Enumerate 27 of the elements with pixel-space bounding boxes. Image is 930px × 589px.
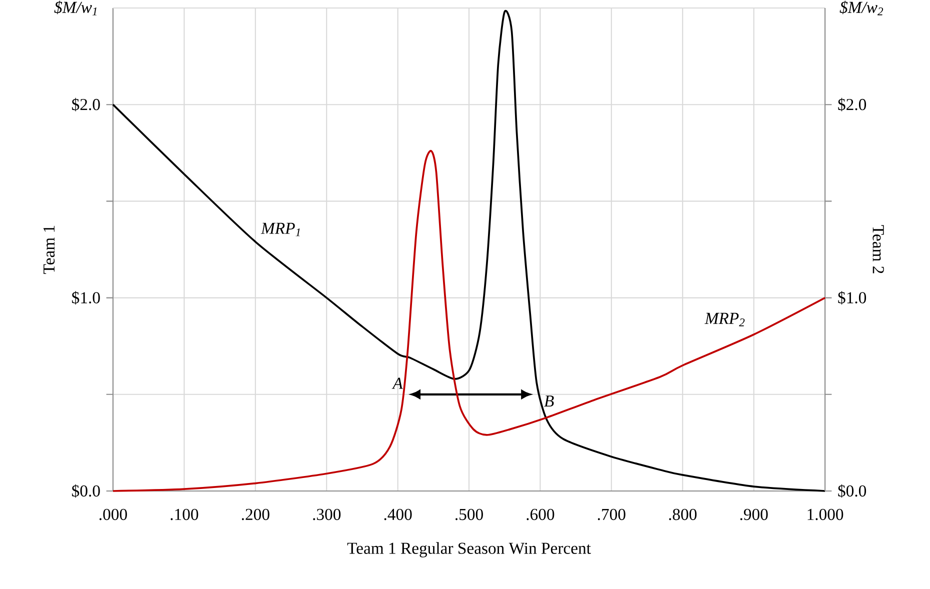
y-tick-label: $1.0 (72, 291, 100, 304)
y2-axis-title: Team 2 (872, 225, 884, 274)
x-tick-label: .800 (669, 508, 697, 520)
x-tick-label: .200 (242, 508, 270, 520)
y-tick-label: $0.0 (72, 484, 100, 498)
series-label: MRP$_{2}$ (704, 312, 745, 326)
annotation: B (544, 396, 554, 407)
x-tick-label: .700 (598, 508, 626, 520)
x-tick-label: .900 (740, 508, 768, 520)
text: $M/w$_{2}$ (840, 0, 884, 16)
y-axis-title: Team 1 (43, 226, 55, 274)
line-series (112, 10, 826, 492)
x-tick-label: .500 (456, 508, 483, 520)
series-label: MRP$_{1}$ (260, 222, 300, 236)
y2-tick-label: $2.0 (838, 98, 866, 112)
y-tick-label: $2.0 (72, 98, 100, 112)
x-tick-label: .100 (170, 508, 198, 520)
x-tick-label: 1.000 (808, 508, 844, 520)
y2-tick-label: $1.0 (838, 291, 866, 304)
x-axis-title: Team 1 Regular Season Win Percent (347, 542, 591, 558)
y2-tick-label: $0.0 (838, 484, 866, 498)
annotation: A (392, 378, 403, 389)
x-tick-label: .400 (384, 508, 412, 520)
text: $M/w$_{1}$ (54, 0, 97, 16)
x-tick-label: .600 (526, 508, 554, 520)
x-tick-label: .300 (313, 508, 341, 520)
x-tick-label: .000 (100, 508, 127, 520)
